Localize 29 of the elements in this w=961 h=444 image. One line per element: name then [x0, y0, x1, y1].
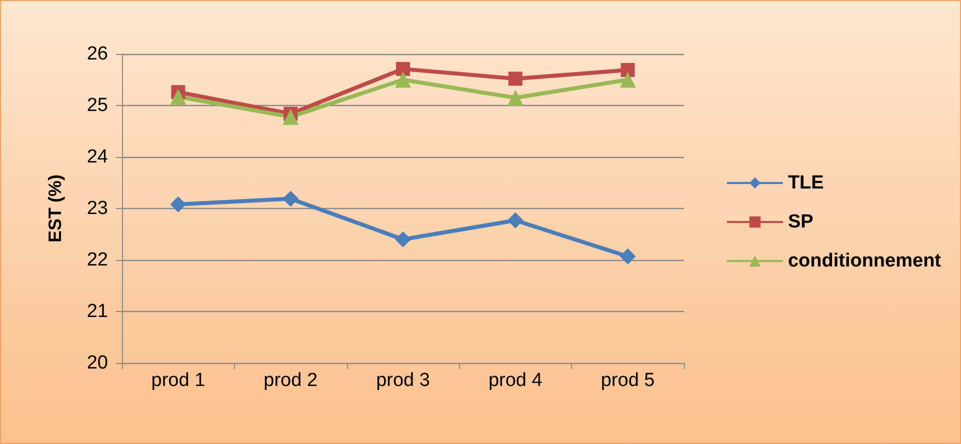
y-tick-label: 21	[86, 301, 108, 322]
point	[507, 90, 524, 106]
x-tick-label: prod 2	[264, 370, 318, 391]
legend-label: TLE	[788, 172, 824, 194]
y-tick-label: 20	[86, 352, 108, 374]
point	[620, 62, 635, 77]
point	[282, 108, 299, 125]
y-tick-label: 26	[86, 44, 108, 64]
legend-label: SP	[788, 212, 814, 232]
x-tick-label: prod 4	[488, 370, 543, 391]
x-tick-label: prod 3	[376, 370, 430, 391]
x-tick-label: prod 5	[600, 370, 655, 391]
legend-label: conditionnement	[788, 250, 942, 272]
point	[507, 212, 524, 228]
point	[620, 248, 636, 264]
y-axis-title: EST (%)	[45, 174, 65, 243]
point	[395, 72, 411, 88]
point	[396, 62, 410, 76]
y-tick-label: 25	[86, 95, 108, 116]
x-tick-label: prod 1	[151, 370, 206, 391]
y-tick-label: 22	[86, 250, 108, 270]
point	[620, 72, 636, 88]
point	[282, 190, 299, 207]
point	[395, 231, 411, 248]
point	[508, 72, 522, 86]
y-tick-label: 24	[86, 146, 108, 168]
y-tick-label: 23	[86, 198, 108, 219]
point	[170, 88, 186, 105]
point	[170, 196, 186, 212]
